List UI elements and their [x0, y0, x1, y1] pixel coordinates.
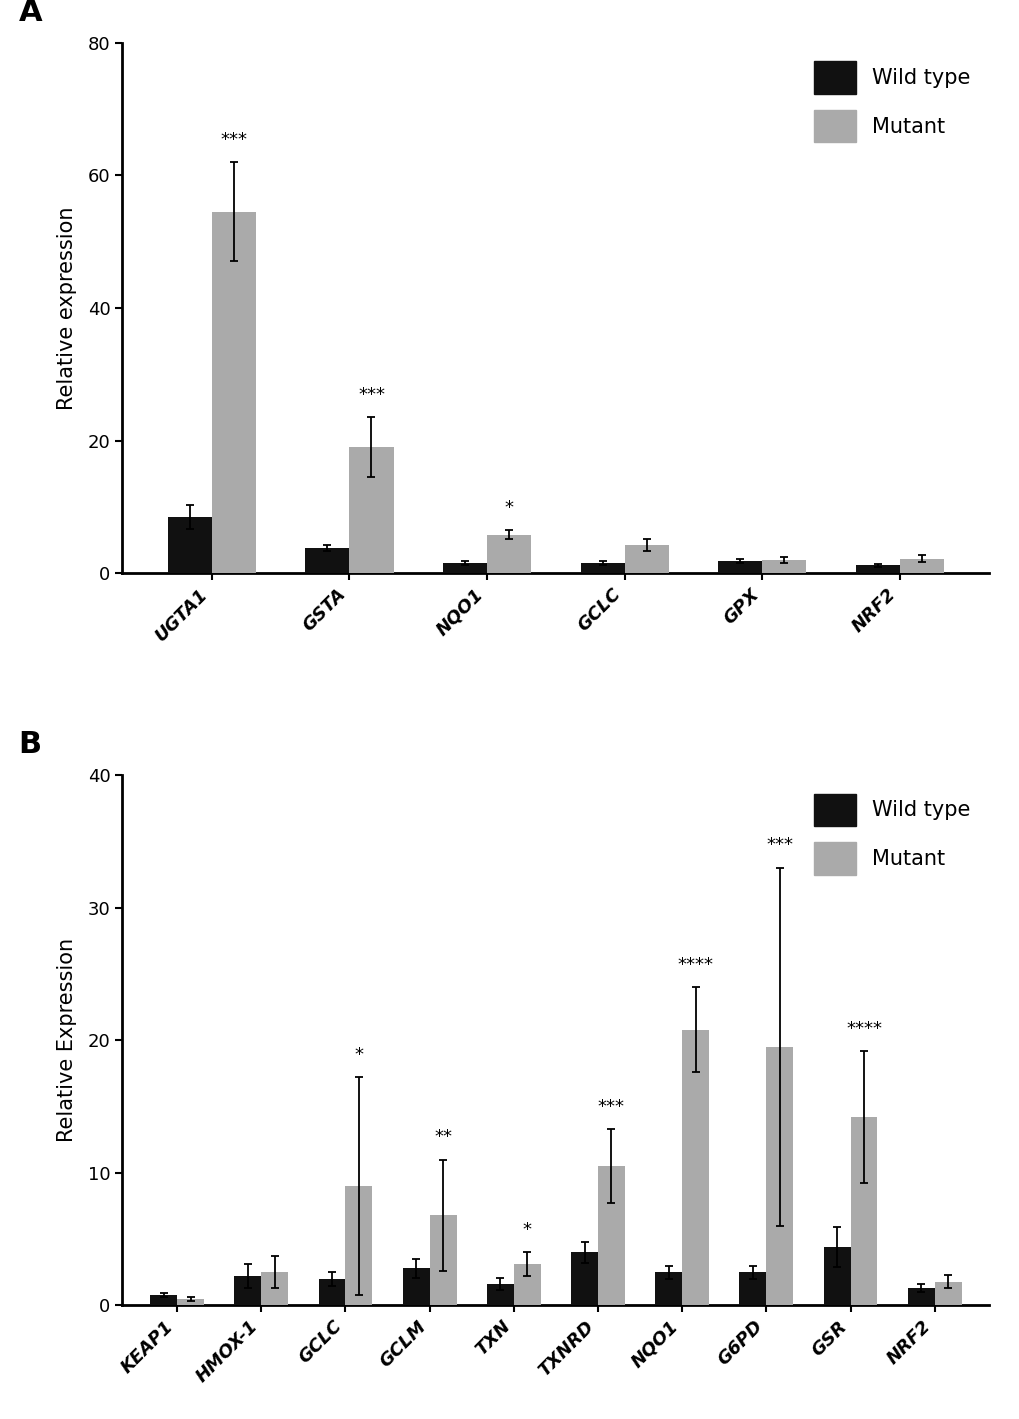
Bar [168, 517, 212, 573]
Bar [717, 562, 761, 573]
Bar [177, 1298, 204, 1305]
Text: *: * [523, 1222, 531, 1239]
Bar [580, 563, 624, 573]
Y-axis label: Relative expression: Relative expression [57, 206, 76, 410]
Text: **: ** [434, 1128, 451, 1147]
Text: ***: *** [220, 131, 248, 149]
Bar [907, 1288, 933, 1305]
Bar [739, 1273, 765, 1305]
Bar [305, 548, 350, 573]
Bar [855, 565, 899, 573]
Bar [933, 1281, 961, 1305]
Bar [212, 211, 256, 573]
Text: ***: *** [358, 386, 384, 404]
Bar [597, 1166, 625, 1305]
Bar [350, 447, 393, 573]
Bar [822, 1247, 850, 1305]
Text: A: A [18, 0, 42, 27]
Text: ****: **** [845, 1019, 881, 1037]
Bar [487, 535, 531, 573]
Bar [654, 1273, 682, 1305]
Legend: Wild type, Mutant: Wild type, Mutant [805, 785, 978, 883]
Legend: Wild type, Mutant: Wild type, Mutant [805, 53, 978, 150]
Text: ***: *** [765, 836, 793, 854]
Bar [571, 1253, 597, 1305]
Bar [261, 1273, 288, 1305]
Bar [682, 1030, 708, 1305]
Bar [761, 561, 806, 573]
Bar [486, 1284, 514, 1305]
Bar [899, 559, 943, 573]
Bar [403, 1269, 429, 1305]
Bar [514, 1264, 540, 1305]
Bar [624, 545, 668, 573]
Text: ****: **** [677, 956, 713, 973]
Bar [429, 1215, 457, 1305]
Text: *: * [504, 499, 514, 517]
Text: B: B [18, 729, 42, 759]
Text: *: * [354, 1046, 363, 1064]
Bar [234, 1276, 261, 1305]
Text: ***: *** [597, 1098, 625, 1115]
Bar [150, 1296, 177, 1305]
Bar [442, 563, 487, 573]
Y-axis label: Relative Expression: Relative Expression [57, 938, 76, 1142]
Bar [318, 1279, 345, 1305]
Bar [765, 1047, 793, 1305]
Bar [345, 1186, 372, 1305]
Bar [850, 1117, 876, 1305]
